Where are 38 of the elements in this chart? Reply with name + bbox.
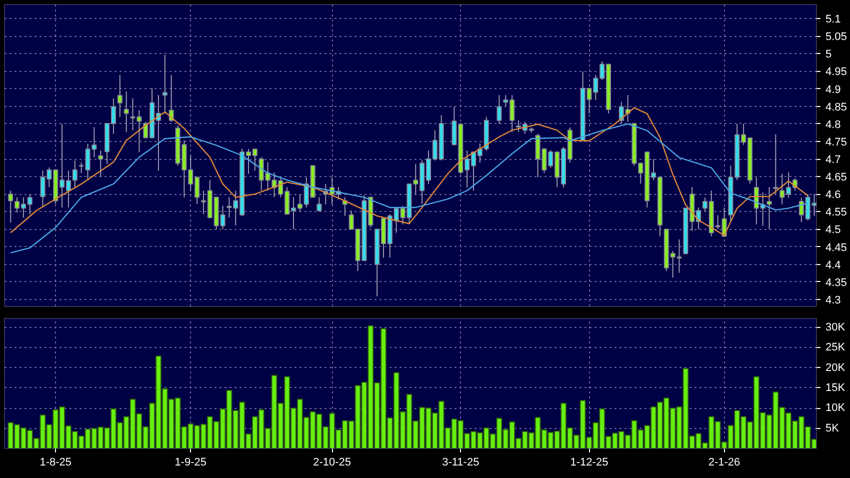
x-tick-label: 2-1-26 (708, 456, 740, 468)
y-tick-label: 4.3 (826, 294, 841, 306)
y-tick-label: 4.6 (826, 189, 841, 202)
y-tick-label: 30K (826, 321, 846, 334)
y-tick-label: 4.45 (826, 242, 847, 254)
candlestick (98, 150, 104, 178)
y-tick-label: 4.5 (826, 224, 841, 236)
candlestick (72, 160, 78, 188)
x-tick-label: 1-9-25 (174, 456, 207, 468)
candlestick (117, 74, 122, 118)
y-tick-label: 10K (826, 402, 846, 414)
y-tick-label: 4.7 (826, 154, 841, 166)
y-tick-label: 5K (826, 422, 840, 434)
y-tick-label: 4.75 (826, 136, 847, 148)
candlestick (773, 134, 778, 195)
x-tick-label: 3-11-25 (442, 456, 480, 468)
x-tick-label: 1-12-25 (570, 456, 608, 468)
y-tick-label: 4.4 (826, 259, 841, 272)
candlestick (496, 94, 502, 124)
x-tick-label: 1-8-25 (40, 456, 72, 468)
y-tick-label: 4.85 (826, 101, 847, 114)
y-tick-label: 5 (826, 48, 832, 61)
y-tick-label: 5.05 (826, 31, 847, 44)
x-tick-label: 2-10-25 (313, 456, 352, 468)
y-tick-label: 5.1 (826, 14, 841, 26)
y-tick-label: 20K (826, 362, 846, 374)
y-tick-label: 4.35 (826, 276, 847, 289)
y-tick-label: 4.95 (826, 66, 847, 78)
candlestick (124, 91, 129, 132)
y-tick-label: 4.65 (826, 172, 847, 184)
y-tick-label: 4.8 (826, 118, 841, 131)
y-tick-label: 4.55 (826, 206, 847, 219)
candlestick (316, 196, 322, 212)
candlestick (162, 54, 168, 114)
y-tick-label: 25K (826, 342, 846, 354)
y-tick-label: 15K (826, 382, 846, 394)
candlestick (8, 190, 14, 224)
y-tick-label: 4.9 (826, 84, 841, 96)
